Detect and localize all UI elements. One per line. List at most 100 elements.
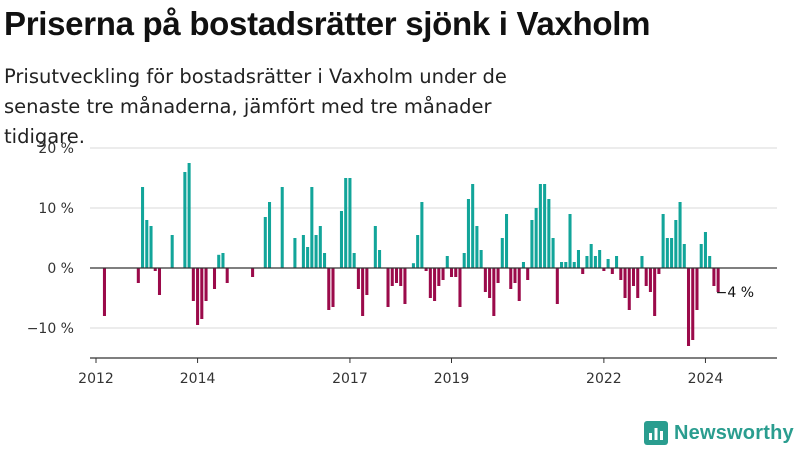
bar xyxy=(483,268,487,292)
bar xyxy=(183,172,187,268)
bar xyxy=(441,268,445,280)
bar xyxy=(526,268,530,280)
bar xyxy=(466,199,470,268)
bar xyxy=(331,268,335,307)
bar xyxy=(670,238,674,268)
bar xyxy=(428,268,432,298)
bar xyxy=(513,268,517,283)
bar xyxy=(602,268,606,271)
bar xyxy=(378,250,382,268)
x-tick-label: 2014 xyxy=(180,371,216,387)
bar xyxy=(521,262,525,268)
bar xyxy=(640,256,644,268)
bar xyxy=(589,244,593,268)
bar xyxy=(153,268,157,271)
bar xyxy=(217,254,221,268)
bar xyxy=(361,268,365,316)
bar xyxy=(492,268,496,316)
bar xyxy=(454,268,458,277)
bar xyxy=(505,214,509,268)
bar xyxy=(344,178,348,268)
bar xyxy=(149,226,153,268)
chart-title: Priserna på bostadsrätter sjönk i Vaxhol… xyxy=(4,5,651,42)
bar xyxy=(263,217,267,268)
x-tick-label: 2017 xyxy=(332,371,368,387)
bar xyxy=(212,268,217,289)
bar xyxy=(348,178,352,268)
bar xyxy=(534,208,538,268)
x-tick-label: 2012 xyxy=(78,371,114,387)
bar xyxy=(686,268,691,346)
bar xyxy=(200,268,204,319)
bar xyxy=(576,250,580,268)
bar xyxy=(593,256,597,268)
latest-value-label: −4 % xyxy=(716,285,754,301)
bar xyxy=(437,268,441,286)
bar xyxy=(306,247,310,268)
bar xyxy=(555,268,559,304)
bar xyxy=(170,235,174,268)
bar xyxy=(411,263,415,268)
brand-logo[interactable]: Newsworthy xyxy=(644,420,794,446)
bar xyxy=(373,226,377,268)
bar xyxy=(488,268,492,298)
bar xyxy=(547,199,551,268)
bar xyxy=(564,262,568,268)
bar xyxy=(623,268,627,298)
bar xyxy=(517,268,521,301)
bar xyxy=(627,268,631,310)
bar xyxy=(318,226,322,268)
bar xyxy=(225,268,229,283)
bar xyxy=(568,214,572,268)
bar xyxy=(691,268,695,340)
bar xyxy=(712,268,716,286)
bar xyxy=(581,268,585,274)
gridlines xyxy=(90,147,777,329)
bars xyxy=(102,163,720,346)
bar xyxy=(653,268,657,316)
bar xyxy=(323,253,327,268)
bar xyxy=(449,268,454,277)
bar xyxy=(314,235,318,268)
bar xyxy=(695,268,699,310)
bar xyxy=(365,268,369,295)
axes xyxy=(90,267,777,363)
bar xyxy=(665,238,669,268)
bar xyxy=(619,268,623,280)
bar xyxy=(615,256,619,268)
bar xyxy=(445,256,449,268)
bar xyxy=(699,244,703,268)
bar xyxy=(585,256,589,268)
bar xyxy=(551,238,555,268)
bar xyxy=(631,268,636,286)
bar xyxy=(403,268,407,304)
bar xyxy=(187,163,191,268)
bar xyxy=(420,202,424,268)
bar xyxy=(610,268,614,274)
bar xyxy=(191,268,195,301)
x-tick-label: 2022 xyxy=(586,371,622,387)
bar xyxy=(462,253,466,268)
brand-name: Newsworthy xyxy=(674,421,794,444)
bar xyxy=(475,226,479,268)
bar xyxy=(572,262,576,268)
bar xyxy=(102,268,106,316)
bar xyxy=(636,268,640,298)
bar xyxy=(390,268,394,286)
bar xyxy=(221,253,225,268)
bar xyxy=(708,256,712,268)
bar xyxy=(479,250,483,268)
bar xyxy=(145,220,149,268)
bar xyxy=(268,202,272,268)
bar xyxy=(204,268,208,301)
bar xyxy=(433,268,437,301)
bar xyxy=(682,244,686,268)
bar xyxy=(500,238,504,268)
bar xyxy=(606,259,610,268)
bar xyxy=(356,268,360,289)
y-tick-label: 0 % xyxy=(47,261,74,277)
bar xyxy=(716,268,720,292)
bar xyxy=(352,253,356,268)
bar xyxy=(543,184,547,268)
bar xyxy=(339,211,343,268)
